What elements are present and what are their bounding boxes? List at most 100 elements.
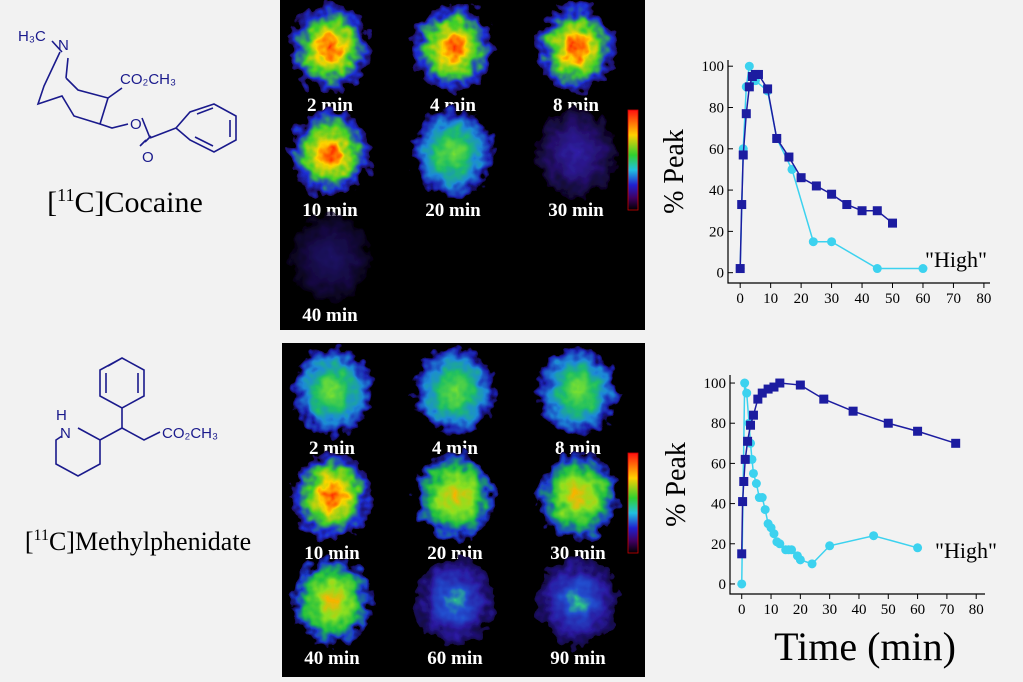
y-tick-label: 0 bbox=[719, 577, 727, 593]
marker bbox=[738, 150, 748, 160]
cocaine-structure: H₃C N CO₂CH₃ O O [11C]Cocaine bbox=[18, 28, 237, 219]
marker bbox=[743, 436, 753, 446]
marker bbox=[737, 200, 747, 210]
brain-scan bbox=[538, 557, 618, 645]
time-label: 30 min bbox=[548, 200, 604, 221]
time-label: 8 min bbox=[555, 438, 601, 459]
marker bbox=[784, 152, 794, 162]
marker bbox=[751, 478, 761, 488]
brain-scan bbox=[538, 452, 618, 540]
time-label: 30 min bbox=[550, 543, 606, 564]
brain-scan bbox=[536, 4, 616, 92]
brain-scan bbox=[290, 109, 370, 197]
marker bbox=[760, 505, 770, 515]
axis bbox=[727, 60, 990, 284]
color-bar bbox=[627, 452, 639, 554]
x-tick-label: 40 bbox=[855, 291, 870, 307]
marker bbox=[763, 84, 773, 94]
atom-label: CO₂CH₃ bbox=[120, 71, 176, 88]
marker bbox=[741, 109, 751, 119]
marker bbox=[883, 418, 893, 428]
y-tick-label: 40 bbox=[711, 497, 726, 513]
x-tick-label: 30 bbox=[824, 291, 839, 307]
marker bbox=[763, 384, 773, 394]
marker bbox=[757, 493, 767, 503]
marker bbox=[769, 529, 779, 539]
x-tick-label: 40 bbox=[851, 602, 866, 618]
y-tick-label: 20 bbox=[711, 537, 726, 553]
bond bbox=[55, 357, 161, 477]
x-tick-label: 80 bbox=[976, 291, 991, 307]
x-tick-label: 20 bbox=[793, 602, 808, 618]
time-label: 40 min bbox=[302, 305, 358, 326]
annotation: "High" bbox=[925, 247, 987, 272]
marker bbox=[735, 264, 745, 274]
brain-scan bbox=[292, 347, 372, 435]
x-tick-label: 50 bbox=[885, 291, 900, 307]
marker bbox=[872, 264, 882, 274]
compound-name: [11C]Methylphenidate bbox=[25, 527, 251, 556]
marker bbox=[827, 237, 837, 247]
brain-scan bbox=[536, 109, 616, 197]
brain-scan bbox=[415, 347, 495, 435]
marker bbox=[857, 206, 867, 216]
y-tick-label: 80 bbox=[709, 100, 724, 116]
marker bbox=[746, 420, 756, 430]
color-bar bbox=[627, 109, 639, 211]
marker bbox=[913, 426, 923, 436]
marker bbox=[744, 61, 754, 71]
x-tick-label: 60 bbox=[910, 602, 925, 618]
axis bbox=[729, 375, 985, 595]
brain-scan bbox=[538, 347, 618, 435]
marker bbox=[811, 181, 821, 191]
name-part: [ bbox=[25, 527, 34, 556]
marker bbox=[775, 539, 785, 549]
atom-label: O bbox=[130, 116, 142, 133]
atom-label: N bbox=[60, 425, 71, 442]
marker bbox=[737, 579, 747, 589]
isotope: 11 bbox=[34, 527, 49, 544]
time-label: 10 min bbox=[302, 200, 358, 221]
y-tick-label: 100 bbox=[704, 376, 727, 392]
marker bbox=[769, 382, 779, 392]
compound-name: [11C]Cocaine bbox=[47, 185, 203, 219]
marker bbox=[913, 543, 923, 553]
brain-scan bbox=[415, 452, 495, 540]
marker bbox=[739, 476, 749, 486]
time-label: 2 min bbox=[309, 438, 355, 459]
marker bbox=[787, 545, 797, 555]
y-tick-label: 60 bbox=[709, 142, 724, 158]
marker bbox=[808, 237, 818, 247]
marker bbox=[753, 69, 763, 79]
time-label: 4 min bbox=[430, 95, 476, 116]
time-label: 20 min bbox=[425, 200, 481, 221]
x-tick-label: 0 bbox=[736, 291, 744, 307]
time-label: 90 min bbox=[550, 648, 606, 669]
x-tick-label: 70 bbox=[939, 602, 954, 618]
atom-label: H bbox=[56, 407, 67, 424]
x-tick-label: 30 bbox=[822, 602, 837, 618]
time-label: 4 min bbox=[432, 438, 478, 459]
x-tick-label: 80 bbox=[969, 602, 984, 618]
marker bbox=[740, 454, 750, 464]
time-label: 2 min bbox=[307, 95, 353, 116]
brain-scan bbox=[413, 109, 493, 197]
brain-scan bbox=[290, 4, 370, 92]
marker bbox=[753, 394, 763, 404]
time-label: 10 min bbox=[304, 543, 360, 564]
marker bbox=[738, 497, 748, 507]
bond bbox=[36, 40, 129, 129]
marker bbox=[775, 378, 785, 388]
marker bbox=[819, 394, 829, 404]
atom-label: H₃C bbox=[18, 28, 46, 45]
marker bbox=[737, 549, 747, 559]
name-part: C]Cocaine bbox=[75, 186, 203, 219]
marker bbox=[951, 438, 961, 448]
marker bbox=[796, 173, 806, 183]
bond bbox=[139, 103, 237, 153]
y-tick-label: 20 bbox=[709, 224, 724, 240]
y-tick-label: 60 bbox=[711, 456, 726, 472]
time-label: 40 min bbox=[304, 648, 360, 669]
name-part: C]Methylphenidate bbox=[49, 527, 251, 556]
